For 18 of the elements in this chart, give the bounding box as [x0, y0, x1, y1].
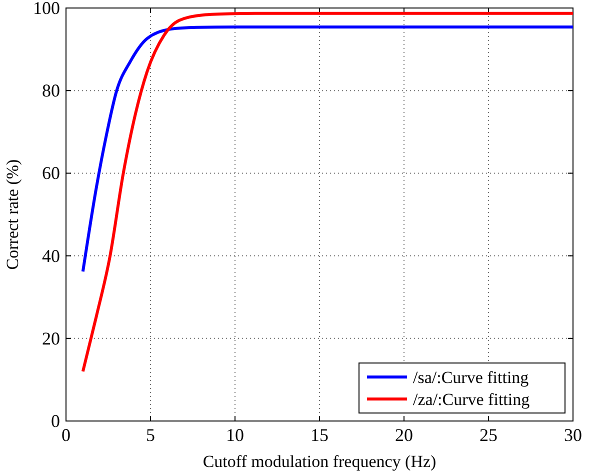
- line-series: [81, 12, 574, 373]
- y-tick-label: 80: [42, 80, 60, 101]
- legend-label: /za/:Curve fitting: [413, 390, 530, 409]
- y-tick-label: 100: [33, 0, 60, 18]
- y-tick-label: 60: [42, 163, 60, 184]
- x-tick-label: 15: [310, 425, 328, 445]
- y-tick-label: 0: [51, 411, 60, 431]
- x-tick-label: 30: [564, 425, 582, 445]
- line-series: [81, 26, 574, 273]
- legend-label: /sa/:Curve fitting: [413, 368, 530, 387]
- y-tick-label: 40: [42, 246, 60, 266]
- x-tick-label: 5: [146, 425, 155, 445]
- x-tick-label: 25: [480, 425, 498, 445]
- y-axis-title: Correct rate (%): [3, 159, 22, 270]
- x-axis-title: Cutoff modulation frequency (Hz): [202, 452, 436, 471]
- y-tick-label: 20: [42, 328, 60, 348]
- x-tick-label: 20: [395, 425, 413, 445]
- x-tick-label: 10: [226, 425, 244, 445]
